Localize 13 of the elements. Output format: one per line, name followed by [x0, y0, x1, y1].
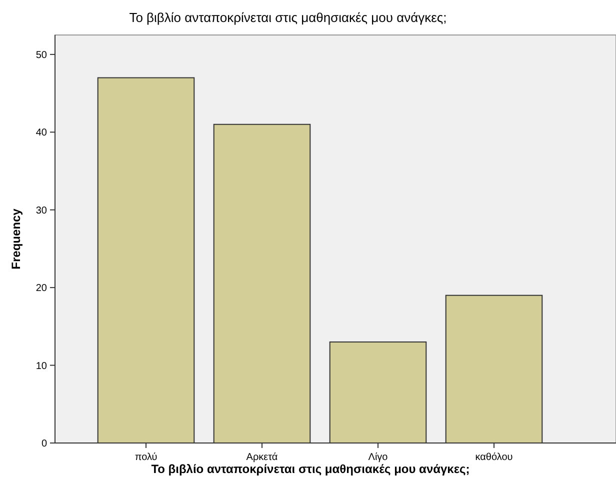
- x-tick-label: Αρκετά: [246, 452, 278, 463]
- y-tick-label: 50: [36, 50, 48, 61]
- y-tick-label: 40: [36, 128, 48, 139]
- y-tick-label: 30: [36, 205, 48, 216]
- x-tick-label: καθόλου: [475, 452, 513, 463]
- x-tick-label: πολύ: [134, 452, 158, 463]
- y-tick-label: 10: [36, 360, 48, 372]
- x-axis-title: Το βιβλίο ανταποκρίνεται στις μαθησιακές μου ανάγκες;: [151, 462, 470, 476]
- x-tick-label: Λίγο: [368, 452, 388, 463]
- y-axis-title: Frequency: [9, 208, 23, 270]
- y-tick-label: 20: [36, 283, 48, 294]
- y-tick-label: 0: [41, 438, 48, 450]
- chart-title: Το βιβλίο ανταποκρίνεται στις μαθησιακές μου ανάγκες;: [129, 10, 447, 25]
